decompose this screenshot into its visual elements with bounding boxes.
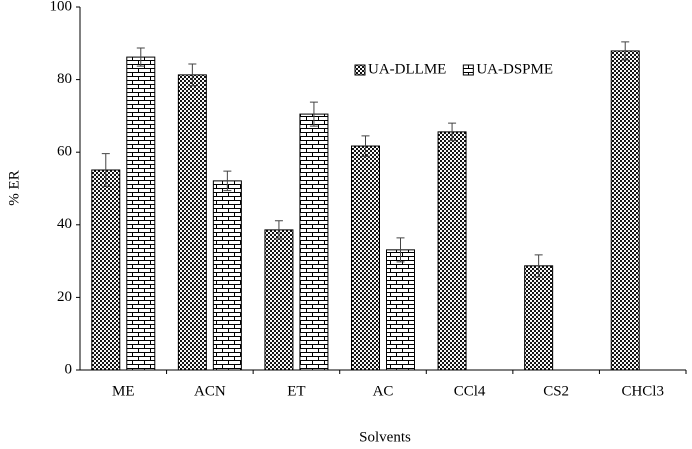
x-tick-label: AC bbox=[373, 383, 394, 399]
bar bbox=[264, 229, 294, 371]
x-tick-label: CCl4 bbox=[454, 383, 486, 399]
error-bar bbox=[101, 153, 110, 187]
x-tick-label: ET bbox=[287, 383, 305, 399]
bar bbox=[212, 180, 242, 371]
bar bbox=[91, 169, 121, 371]
bar bbox=[610, 50, 640, 371]
legend-label: UA-DLLME bbox=[368, 61, 446, 77]
y-tick-label: 0 bbox=[65, 361, 73, 377]
legend-swatch bbox=[462, 64, 474, 76]
error-bar bbox=[274, 220, 283, 240]
error-bar bbox=[621, 41, 630, 61]
x-tick-label: CHCl3 bbox=[621, 383, 664, 399]
bar bbox=[299, 113, 329, 371]
error-bar bbox=[361, 135, 370, 157]
y-axis-label: % ER bbox=[6, 170, 22, 205]
bar bbox=[126, 56, 156, 371]
error-bar bbox=[534, 254, 543, 278]
y-tick-label: 60 bbox=[57, 144, 72, 160]
error-bar bbox=[223, 170, 232, 192]
bar bbox=[524, 265, 554, 371]
x-tick-label: ACN bbox=[194, 383, 226, 399]
y-tick-label: 20 bbox=[57, 289, 72, 305]
legend-label: UA-DSPME bbox=[476, 61, 553, 77]
error-bar bbox=[188, 63, 197, 87]
bar bbox=[351, 145, 380, 371]
error-bar bbox=[396, 237, 405, 263]
y-tick-label: 100 bbox=[50, 0, 73, 14]
bar bbox=[386, 249, 415, 371]
error-bar bbox=[448, 122, 457, 142]
y-tick-label: 40 bbox=[57, 216, 72, 232]
y-tick-label: 80 bbox=[57, 71, 72, 87]
x-axis-label: Solvents bbox=[359, 429, 411, 445]
x-tick-label: ME bbox=[112, 383, 135, 399]
error-bar bbox=[136, 47, 145, 67]
error-bar bbox=[309, 101, 318, 127]
x-tick-label: CS2 bbox=[543, 383, 569, 399]
bar bbox=[177, 74, 207, 371]
legend-swatch bbox=[354, 64, 366, 76]
bar bbox=[437, 131, 467, 371]
